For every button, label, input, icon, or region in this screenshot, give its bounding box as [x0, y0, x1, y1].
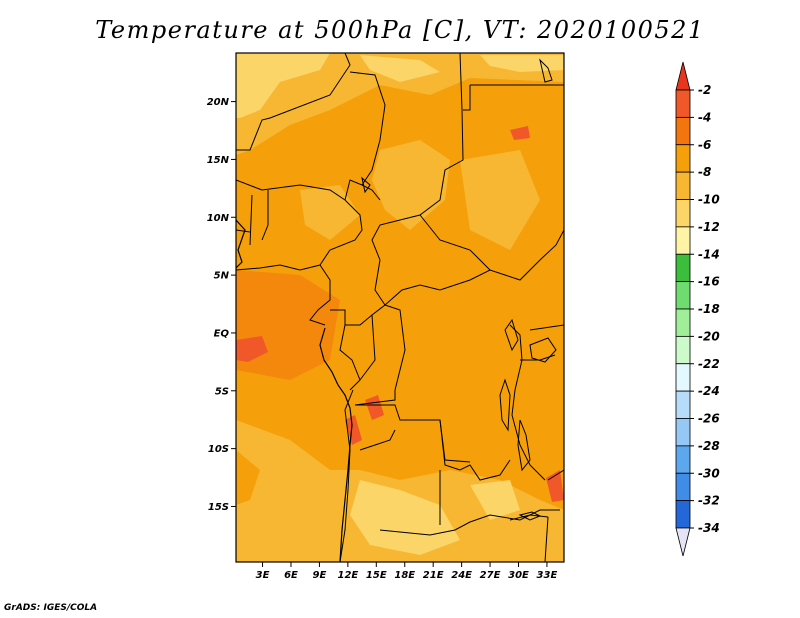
colorbar-label: -12	[698, 220, 720, 234]
latitude-axis: 20N 15N 10N 5N EQ 5S 10S 15S	[207, 97, 236, 513]
colorbar-label: -6	[698, 138, 711, 152]
colorbar-label: -18	[698, 302, 720, 316]
colorbar-label: -16	[698, 275, 720, 289]
lat-tick-label: 10S	[208, 444, 229, 455]
colorbar-segment	[675, 418, 691, 447]
colorbar-segment	[675, 144, 691, 173]
lon-tick-label: 27E	[480, 570, 501, 581]
longitude-axis: 3E 6E 9E 12E 15E 18E 21E 24E 27E 30E 33E	[256, 562, 558, 581]
grads-credit: GrADS: IGES/COLA	[4, 603, 98, 613]
colorbar-label: -26	[698, 412, 720, 426]
colorbar-segment	[675, 500, 691, 529]
field-north-pale	[236, 53, 330, 118]
lat-tick-label: 10N	[207, 213, 230, 224]
field-north-pale-2	[360, 55, 440, 82]
lon-tick-label: 15E	[366, 570, 387, 581]
field-hotspot-east	[510, 126, 530, 140]
map-field	[236, 53, 564, 562]
colorbar-segment	[675, 390, 691, 419]
colorbar-label: -24	[698, 384, 720, 398]
lon-tick-label: 9E	[313, 570, 327, 581]
lon-tick-label: 21E	[423, 570, 444, 581]
lat-tick-label: 5S	[215, 386, 229, 397]
lakes	[361, 58, 557, 521]
field-south-pale-2	[470, 480, 520, 520]
colorbar-segment	[675, 199, 691, 228]
colorbar-label: -34	[698, 521, 720, 535]
colorbar-label: -2	[698, 83, 711, 97]
lon-tick-label: 24E	[451, 570, 472, 581]
lon-tick-label: 3E	[256, 570, 270, 581]
field-hotspot-coast	[345, 415, 362, 445]
coastline	[236, 219, 353, 562]
lat-tick-label: EQ	[214, 328, 230, 339]
colorbar-segment	[675, 472, 691, 502]
colorbar-segment	[675, 445, 691, 474]
colorbar-label: -30	[698, 466, 720, 480]
map-frame	[235, 52, 565, 563]
colorbar-bottom-arrow	[675, 527, 691, 557]
colorbar-segment	[675, 226, 691, 255]
field-north-light	[236, 53, 564, 155]
lat-tick-label: 15S	[208, 502, 229, 513]
field-hotspot-coast-2	[365, 395, 384, 420]
lat-tick-label: 5N	[214, 271, 230, 282]
colorbar-segment	[675, 116, 691, 146]
colorbar: -2 -4 -6 -8 -10 -12 -14 -16 -18 -20 -22 -24 -26 -28 -3…	[675, 61, 720, 557]
lon-tick-label: 18E	[394, 570, 415, 581]
colorbar-label: -10	[698, 193, 720, 207]
field-patch-3	[460, 150, 540, 250]
colorbar-label: -20	[698, 329, 720, 343]
colorbar-label: -4	[698, 110, 711, 124]
field-south-pale	[350, 480, 460, 555]
field-south-west	[236, 450, 260, 505]
colorbar-segment	[675, 253, 691, 283]
lon-tick-label: 12E	[337, 570, 358, 581]
colorbar-segment	[675, 335, 691, 365]
colorbar-top-arrow	[675, 61, 691, 91]
lon-tick-label: 33E	[537, 570, 558, 581]
colorbar-segment	[675, 89, 691, 118]
colorbar-segment	[675, 308, 691, 337]
lat-tick-label: 20N	[207, 97, 230, 108]
field-north-pale-3	[480, 55, 564, 72]
colorbar-segment	[675, 171, 691, 200]
colorbar-label: -22	[698, 357, 720, 371]
colorbar-label: -8	[698, 165, 711, 179]
field-hotspot-west	[236, 336, 268, 362]
country-borders	[236, 53, 564, 562]
lon-tick-label: 30E	[508, 570, 529, 581]
chart-title: Temperature at 500hPa [C], VT: 202010052…	[95, 16, 705, 44]
lat-tick-label: 15N	[207, 155, 230, 166]
lon-tick-label: 6E	[284, 570, 298, 581]
colorbar-label: -14	[698, 247, 720, 261]
colorbar-segment	[675, 281, 691, 310]
colorbar-segment	[675, 363, 691, 392]
colorbar-label: -28	[698, 439, 720, 453]
colorbar-label: -32	[698, 494, 720, 508]
